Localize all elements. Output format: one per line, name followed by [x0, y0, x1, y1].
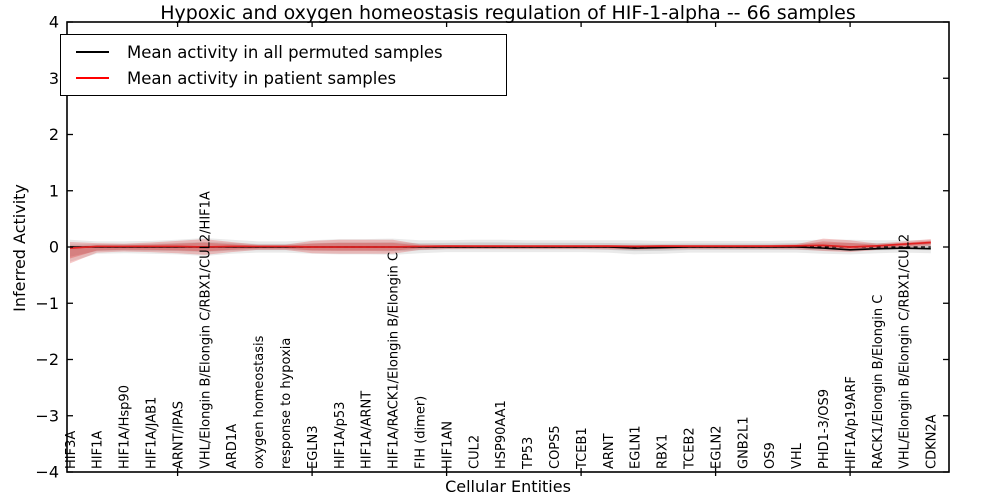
x-tick-label: response to hypoxia — [279, 338, 294, 469]
x-tick-label: TP53 — [521, 437, 536, 470]
x-tick-label: RACK1/Elongin B/Elongin C — [871, 295, 886, 469]
x-tick-label: FIH (dimer) — [414, 396, 429, 469]
x-tick-label: ARNT/IPAS — [171, 401, 186, 469]
y-axis-title: Inferred Activity — [10, 184, 29, 312]
legend-box: Mean activity in all permuted samples Me… — [60, 34, 507, 96]
permuted-samples-std-band-outer — [70, 238, 931, 262]
x-tick-label: CDKN2A — [925, 414, 940, 469]
x-tick-label: HIF1A/RACK1/Elongin B/Elongin C — [387, 252, 402, 469]
x-tick-label: EGLN2 — [709, 425, 724, 469]
x-tick-label: ARD1A — [225, 424, 240, 469]
patient-samples-std-band-outer — [70, 238, 931, 264]
legend-label: Mean activity in patient samples — [127, 68, 397, 88]
x-tick-label: ARNT — [602, 433, 617, 469]
y-tick-label: −2 — [35, 350, 59, 369]
x-tick-label: COPS5 — [548, 425, 563, 469]
y-tick-label: 0 — [49, 238, 59, 257]
x-tick-label: CUL2 — [467, 435, 482, 469]
x-tick-label: PHD1-3/OS9 — [817, 389, 832, 469]
x-tick-label: OS9 — [763, 442, 778, 469]
x-axis-title: Cellular Entities — [445, 477, 571, 496]
patient-mean-line — [69, 241, 931, 249]
x-tick-label: HIF1AN — [440, 421, 455, 469]
y-tick-label: −4 — [35, 463, 59, 482]
x-tick-label: VHL — [790, 442, 805, 469]
x-tick-label: EGLN3 — [306, 425, 321, 469]
x-tick-label: HIF1A/p53 — [333, 402, 348, 469]
x-tick-label: HIF3A — [64, 431, 79, 469]
y-tick-label: 3 — [49, 69, 59, 88]
x-tick-label: GNB2L1 — [736, 416, 751, 469]
x-tick-label: HIF1A/ARNT — [360, 391, 375, 469]
y-tick-label: 2 — [49, 125, 59, 144]
x-tick-label: HIF1A/JAB1 — [145, 397, 160, 469]
x-tick-label: EGLN1 — [629, 425, 644, 469]
y-tick-label: −1 — [35, 294, 59, 313]
legend-swatch-permuted-line — [76, 51, 109, 53]
chart-title: Hypoxic and oxygen homeostasis regulatio… — [160, 2, 856, 24]
legend-item-permuted: Mean activity in all permuted samples — [76, 43, 506, 62]
x-tick-label: TCEB2 — [683, 427, 698, 470]
x-tick-label: HIF1A — [91, 431, 106, 469]
legend-swatch-patient-line — [76, 77, 109, 79]
x-tick-label: TCEB1 — [575, 427, 590, 470]
x-tick-label: oxygen homeostasis — [252, 335, 267, 469]
x-tick-label: HIF1A/Hsp90 — [118, 385, 133, 469]
legend-item-patient: Mean activity in patient samples — [76, 69, 506, 88]
x-tick-label: RBX1 — [656, 434, 671, 469]
x-tick-label: VHL/Elongin B/Elongin C/RBX1/CUL2/HIF1A — [198, 191, 213, 469]
x-tick-label: HSP90AA1 — [494, 400, 509, 469]
y-tick-label: 1 — [49, 181, 59, 200]
x-tick-label: VHL/Elongin B/Elongin C/RBX1/CUL2 — [898, 234, 913, 469]
legend-label: Mean activity in all permuted samples — [127, 42, 443, 62]
y-tick-label: −3 — [35, 406, 59, 425]
y-tick-label: 4 — [49, 13, 59, 32]
x-tick-label: HIF1A/p19ARF — [844, 376, 859, 469]
